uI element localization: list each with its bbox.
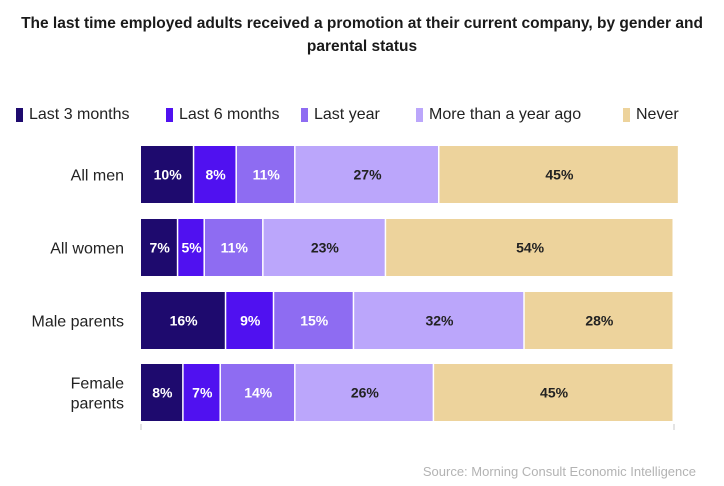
bar-segment — [354, 292, 524, 349]
legend-swatch — [416, 108, 423, 122]
data-label: 7% — [192, 385, 213, 401]
legend-item: Last 6 months — [166, 104, 280, 126]
data-label: 9% — [240, 313, 261, 329]
legend-label: Last year — [314, 106, 380, 123]
bar-segment — [141, 146, 193, 203]
data-label: 27% — [354, 167, 383, 183]
legend-item: Last year — [301, 104, 380, 126]
bar-segment — [226, 292, 273, 349]
category-label: Male parents — [32, 314, 125, 331]
bar-segment — [141, 292, 225, 349]
bar-segment — [141, 364, 183, 421]
data-label: 16% — [170, 313, 199, 329]
data-label: 45% — [545, 167, 574, 183]
data-label: 28% — [585, 313, 614, 329]
bar-segment — [183, 364, 220, 421]
legend-item: Never — [623, 104, 679, 126]
data-label: 8% — [206, 167, 227, 183]
legend-item: More than a year ago — [416, 104, 581, 126]
bar-segment — [434, 364, 673, 421]
category-label: All women — [50, 241, 124, 258]
bar-segment — [274, 292, 353, 349]
chart-title: The last time employed adults received a… — [21, 15, 703, 55]
bar-segment — [194, 146, 236, 203]
bar-segment — [178, 219, 204, 276]
legend-swatch — [16, 108, 23, 122]
data-label: 23% — [311, 240, 340, 256]
data-label: 11% — [253, 167, 281, 183]
legend-item: Last 3 months — [16, 104, 130, 126]
legend-label: Never — [636, 106, 679, 123]
bar-segment — [220, 364, 295, 421]
bar-segment — [236, 146, 295, 203]
data-label: 26% — [351, 385, 380, 401]
bar-segment — [204, 219, 263, 276]
bar-segment — [524, 292, 673, 349]
data-label: 15% — [300, 313, 329, 329]
bar-segment — [386, 219, 673, 276]
data-label: 5% — [182, 240, 203, 256]
legend-label: Last 3 months — [29, 106, 130, 123]
data-label: 8% — [152, 385, 173, 401]
bar-segment — [295, 364, 433, 421]
data-label: 45% — [540, 385, 569, 401]
data-label: 7% — [150, 240, 171, 256]
data-label: 32% — [425, 313, 454, 329]
data-label: 14% — [244, 385, 273, 401]
legend-label: More than a year ago — [429, 106, 582, 123]
legend-swatch — [166, 108, 173, 122]
bar-segment — [263, 219, 385, 276]
legend-swatch — [301, 108, 308, 122]
source-note: Source: Morning Consult Economic Intelli… — [422, 464, 696, 479]
legend-swatch — [623, 108, 630, 122]
legend-label: Last 6 months — [179, 106, 280, 123]
bar-segment — [141, 219, 177, 276]
category-label: All men — [71, 168, 124, 185]
data-label: 54% — [516, 240, 545, 256]
legend: Last 3 months Last 6 months Last year More … — [0, 104, 724, 126]
category-label: Female parents — [71, 376, 124, 413]
bar-segment — [439, 146, 678, 203]
bar-segment — [295, 146, 438, 203]
data-label: 10% — [154, 167, 183, 183]
data-label: 11% — [221, 240, 249, 256]
